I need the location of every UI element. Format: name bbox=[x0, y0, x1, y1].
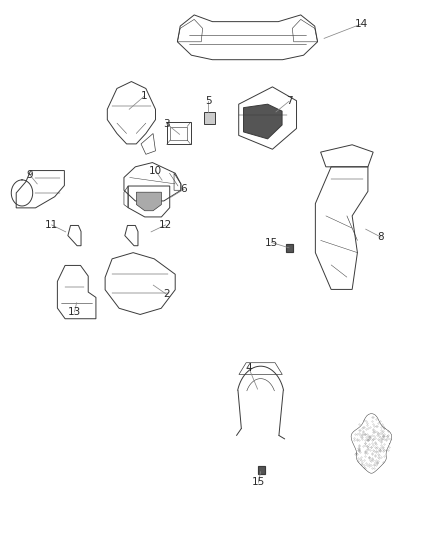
Text: 6: 6 bbox=[180, 184, 187, 194]
Polygon shape bbox=[286, 244, 293, 252]
Text: 15: 15 bbox=[252, 478, 265, 487]
Text: 3: 3 bbox=[163, 119, 170, 128]
Text: 2: 2 bbox=[163, 289, 170, 299]
Text: 12: 12 bbox=[159, 220, 172, 230]
Text: 8: 8 bbox=[378, 232, 385, 242]
Polygon shape bbox=[258, 466, 265, 474]
Text: 5: 5 bbox=[205, 96, 212, 106]
Text: 11: 11 bbox=[45, 220, 58, 230]
Text: 14: 14 bbox=[355, 19, 368, 29]
Text: 7: 7 bbox=[286, 96, 293, 106]
Text: 1: 1 bbox=[141, 91, 148, 101]
Text: 9: 9 bbox=[26, 170, 33, 180]
Text: 15: 15 bbox=[265, 238, 278, 247]
Text: 13: 13 bbox=[68, 307, 81, 317]
Polygon shape bbox=[204, 112, 215, 124]
Text: 10: 10 bbox=[149, 166, 162, 175]
Polygon shape bbox=[137, 192, 162, 211]
Text: 4: 4 bbox=[245, 363, 252, 373]
Polygon shape bbox=[244, 104, 282, 139]
